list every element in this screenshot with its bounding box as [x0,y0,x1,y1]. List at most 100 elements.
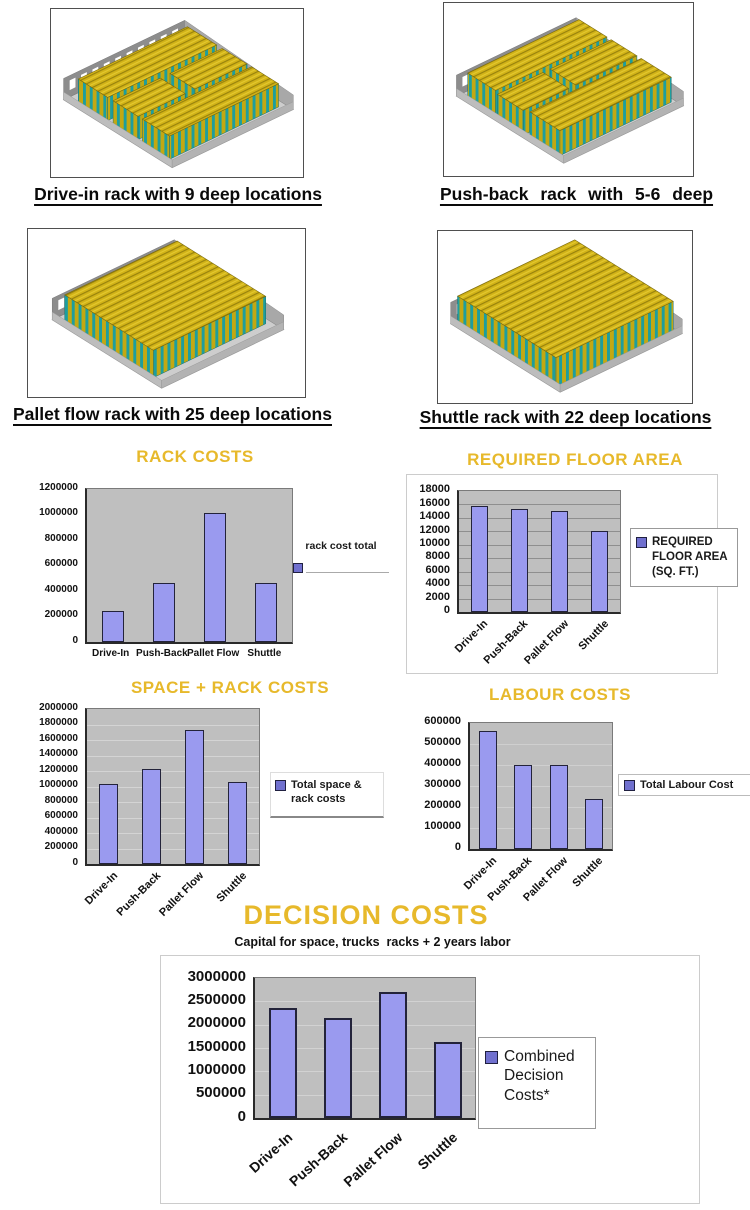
gridline [459,544,620,546]
gridline [87,833,259,834]
tray-front-right-wall [563,97,684,164]
y-tick-label: 100000 [424,820,461,833]
chart-title: SPACE + RACK COSTS [130,678,330,697]
push-back-rack-image [443,2,694,177]
gridline [470,765,612,766]
chart-subtitle: Capital for space, trucks racks + 2 year… [234,935,511,949]
gridline [470,807,612,808]
chart-labour-costs: LABOUR COSTS 0 100000 200000 300000 400000 50… [390,670,750,915]
legend-label: Combined Decision Costs* [504,1048,575,1104]
caption-shuttle: Shuttle rack with 22 deep locations [419,407,712,427]
y-tick-label: 300000 [424,778,461,791]
bar-shuttle [255,582,278,642]
drive-in-rack-3d-render [62,19,295,169]
gridline [87,848,259,850]
chart-rack-costs: RACK COSTS 0 200000 400000 600000 800000 1000… [0,440,390,675]
gridline [87,786,259,788]
legend-marker-icon [275,780,286,791]
y-tick-label: 4000 [425,577,450,590]
y-axis-labels: 0 2000 4000 6000 8000 10000 12000 14000 16000 180… [390,440,450,690]
bar-pallet-flow [185,729,204,864]
gridline [470,744,612,745]
y-tick-label: 16000 [419,496,450,509]
bar-drive-in [101,611,124,642]
gridline [459,531,620,533]
y-tick-label: 0 [237,1107,246,1125]
x-tick-label: Drive-In [92,648,130,659]
gridline [87,771,259,772]
legend: Total space & rack costs [270,772,384,818]
legend-marker-icon [624,779,635,791]
pallet-flow-rack-3d-render [51,239,285,389]
y-axis-labels: 0 100000 200000 300000 400000 500000 600000 [390,670,461,915]
gridline [459,598,620,600]
y-tick-label: 600000 [44,810,78,822]
y-tick-label: 1500000 [187,1037,246,1055]
gridline [470,786,612,787]
bar-pallet-flow [204,513,227,642]
legend: rack cost total [293,540,389,573]
y-tick-label: 400000 [424,757,461,770]
plot-area [468,722,613,851]
gridline [255,1071,475,1073]
legend-label: rack cost total [305,540,377,552]
legend: Combined Decision Costs* [478,1037,596,1129]
y-tick-label: 12000 [419,523,450,536]
y-axis-labels: 0 200000 400000 600000 800000 1000000 1200000 1… [0,670,78,915]
y-axis-labels: 0 500000 1000000 1500000 2000000 2500000 30000… [0,900,246,1210]
drive-in-rack-image [50,8,304,178]
gridline [87,724,259,726]
y-tick-label: 18000 [419,483,450,496]
y-tick-label: 600000 [424,715,461,728]
bar-push-back [323,1017,352,1118]
y-tick-label: 200000 [44,609,78,621]
shuttle-rack-3d-render [449,239,684,393]
rack-block-top [496,72,570,111]
y-tick-label: 1000000 [39,779,78,791]
y-tick-label: 2000000 [39,701,78,713]
pallet-flow-rack-image [27,228,306,398]
bar-drive-in [470,505,488,612]
y-tick-label: 1200000 [39,763,78,775]
gridline [255,1094,475,1096]
wall-window [462,74,469,87]
x-tick-label: Shuttle [247,648,282,659]
bar-shuttle [433,1041,462,1118]
legend-label: Total space & rack costs [291,779,362,806]
legend-label: Total Labour Cost [640,779,734,791]
bar-push-back [152,583,175,642]
chart-border-box [160,955,700,1204]
caption-pallet-flow: Pallet flow rack with 25 deep locations [13,404,332,424]
gridline [459,571,620,573]
chart-title: RACK COSTS [136,447,254,466]
plot-area [85,708,260,866]
gridline [87,740,259,741]
y-tick-label: 1000000 [187,1061,246,1079]
y-tick-label: 3000000 [187,967,246,985]
chart-title: DECISION COSTS [243,900,489,930]
gridline [87,802,259,803]
y-axis-labels: 0 200000 400000 600000 800000 1000000 1200000 [0,440,78,675]
y-tick-label: 0 [443,604,450,617]
chart-decision-costs: DECISION COSTS Capital for space, trucks… [0,900,750,1210]
legend-row [293,563,389,573]
x-tick-label: Pallet Flow [187,648,240,659]
rack-block-top [141,66,280,137]
y-tick-label: 800000 [44,794,78,806]
legend: Total Labour Cost [618,774,750,796]
y-tick-label: 500000 [424,736,461,749]
y-tick-label: 600000 [44,558,78,570]
rack-block-top [467,19,608,91]
gridline [255,1001,475,1003]
tray-front-right-wall [171,101,294,169]
bar-shuttle [585,798,604,849]
gridline [87,755,259,757]
legend-marker-icon [293,563,303,573]
shuttle-rack-image [437,230,693,404]
gridline [459,558,620,560]
plot-area [457,490,621,614]
y-tick-label: 2000000 [187,1014,246,1032]
bar-shuttle [228,781,247,864]
legend: REQUIRED FLOOR AREA (SQ. FT.) [630,528,738,587]
gridline [459,585,620,587]
